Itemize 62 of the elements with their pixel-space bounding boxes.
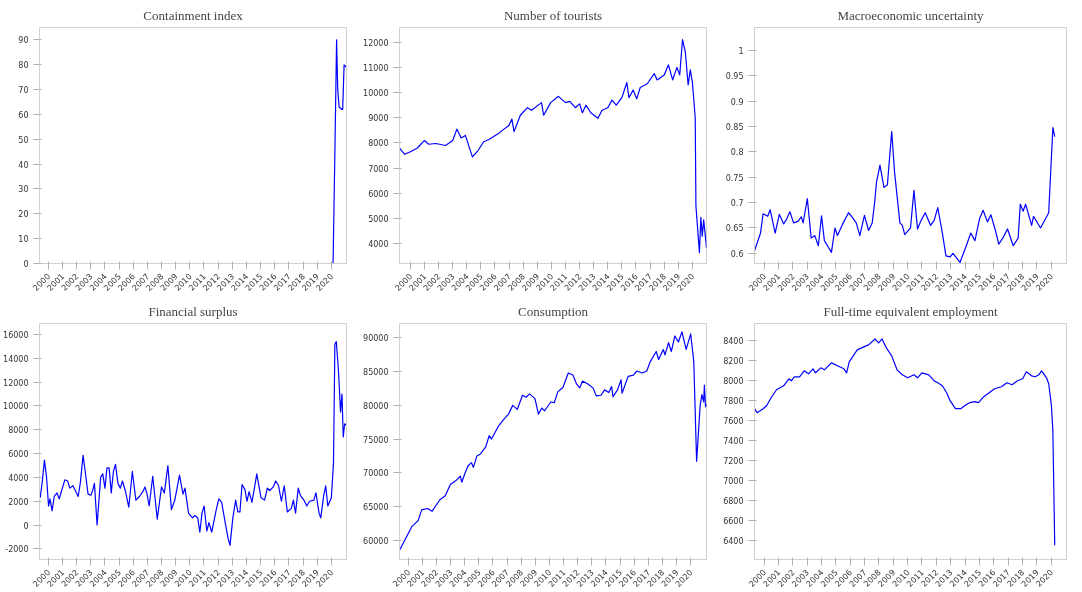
y-tick-label: 70000 [363,469,389,479]
y-tick-label: 9000 [368,114,389,124]
y-tick-label: 7000 [368,164,389,174]
y-tick-label: 0.85 [725,122,744,132]
y-tick-label: 0.6 [730,249,744,259]
y-tick-label: 0 [23,521,29,531]
chart-title: Containment index [143,7,244,23]
y-tick-label: 4000 [368,240,389,250]
y-tick-label: 0.9 [730,97,744,107]
y-tick-label: 4000 [8,473,29,483]
y-tick-label: 85000 [363,368,389,378]
chart-title: Financial surplus [148,303,238,319]
y-tick-label: 8000 [723,377,744,387]
y-tick-label: 6000 [8,450,29,460]
y-tick-label: 0.95 [725,72,744,82]
y-tick-label: 80 [18,61,29,71]
y-tick-label: 40 [18,160,29,170]
y-tick-label: 12000 [363,38,389,48]
y-tick-label: 70 [18,86,29,96]
y-tick-label: 7200 [723,456,744,466]
y-tick-label: 90 [18,36,29,46]
y-tick-label: 10 [18,235,29,245]
y-tick-label: 6000 [368,189,389,199]
y-tick-label: 10000 [3,402,29,412]
y-tick-label: 65000 [363,502,389,512]
y-tick-label: 1 [738,46,744,56]
y-tick-label: 0 [23,260,29,269]
y-tick-label: 11000 [363,63,389,73]
y-tick-label: 8000 [8,426,29,436]
y-tick-label: 7000 [723,476,744,486]
y-tick-label: 30 [18,185,29,195]
y-tick-label: 8000 [368,139,389,149]
y-tick-label: 7400 [723,437,744,447]
y-tick-label: 0.75 [725,173,744,183]
y-tick-label: 60 [18,110,29,120]
y-tick-label: 90000 [363,334,389,344]
y-tick-label: 8200 [723,357,744,367]
chart-title: Consumption [517,303,589,319]
y-tick-label: 20 [18,210,29,220]
y-tick-label: 0.7 [730,199,744,209]
y-tick-label: 8400 [723,337,744,347]
y-tick-label: -2000 [5,545,29,555]
y-tick-label: 10000 [363,89,389,99]
y-tick-label: 6600 [723,516,744,526]
y-tick-label: 0.65 [725,224,744,234]
y-tick-label: 0.8 [730,148,744,158]
chart-title: Full-time equivalent employment [823,303,998,319]
y-tick-label: 16000 [3,330,29,340]
chart-title: Number of tourists [503,7,603,23]
y-tick-label: 60000 [363,536,389,546]
y-tick-label: 14000 [3,354,29,364]
y-tick-label: 7600 [723,417,744,427]
y-tick-label: 5000 [368,215,389,225]
y-tick-label: 7800 [723,397,744,407]
y-tick-label: 6800 [723,496,744,506]
y-tick-label: 80000 [363,401,389,411]
y-tick-label: 50 [18,135,29,145]
y-tick-label: 12000 [3,378,29,388]
chart-title: Macroeconomic uncertainty [837,7,985,23]
y-tick-label: 2000 [8,497,29,507]
y-tick-label: 6400 [723,536,744,546]
y-tick-label: 75000 [363,435,389,445]
